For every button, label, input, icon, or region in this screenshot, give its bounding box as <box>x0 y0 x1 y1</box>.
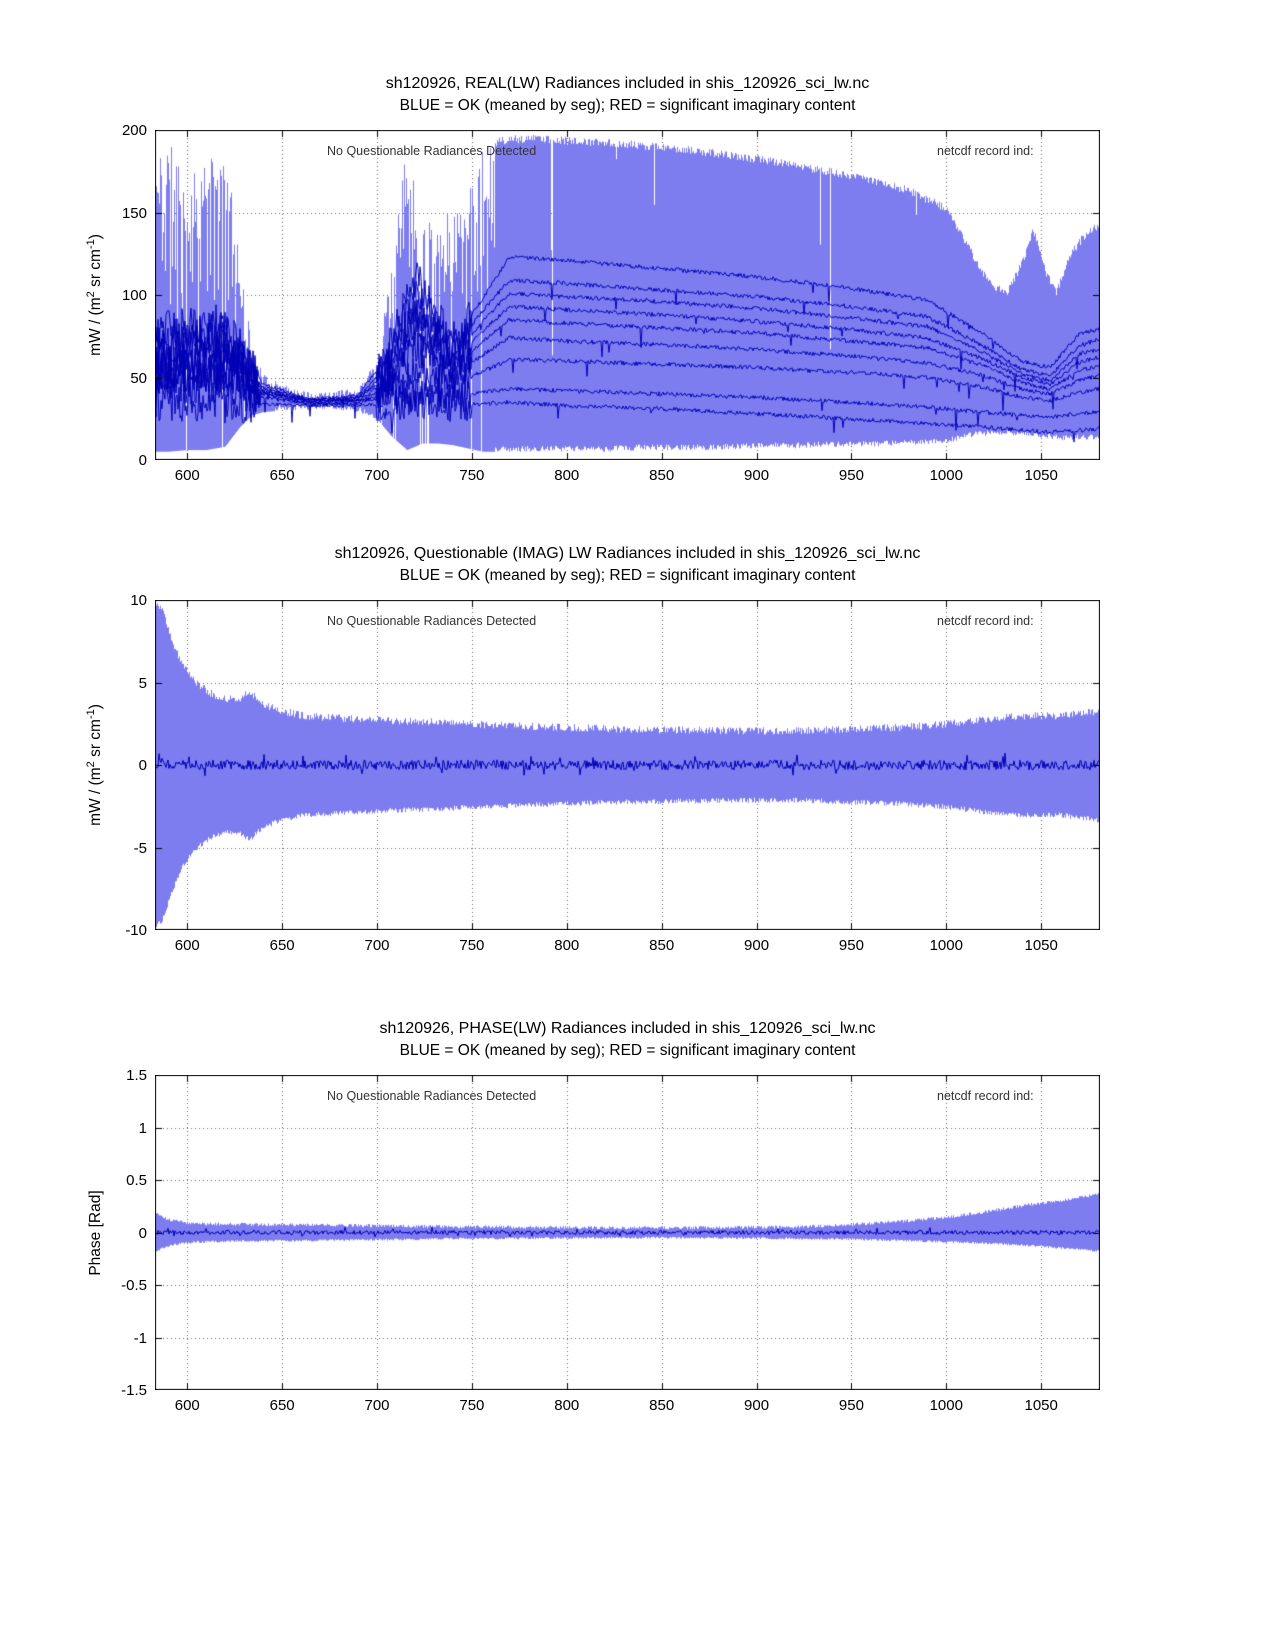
annotation-netcdf-record: netcdf record ind: <box>937 1089 1034 1103</box>
x-tick-label: 950 <box>838 937 864 954</box>
y-tick-label: -0.5 <box>121 1277 147 1294</box>
x-tick-label: 700 <box>364 937 390 954</box>
y-tick-label: 50 <box>130 369 147 387</box>
y-axis-label-text: mW / (m <box>87 297 105 356</box>
y-axis-label-text: sr cm <box>87 719 105 762</box>
chart-subtitle: BLUE = OK (meaned by seg); RED = signifi… <box>399 97 856 114</box>
y-tick-label: 10 <box>130 592 147 609</box>
x-tick-label: 850 <box>649 1397 675 1414</box>
x-tick-label: 700 <box>364 1397 390 1414</box>
y-axis-label-text: sr cm <box>87 249 105 292</box>
x-tick-label: 1000 <box>929 937 963 954</box>
x-tick-label: 800 <box>554 467 580 484</box>
x-tick-label: 650 <box>269 467 295 484</box>
y-tick-label: 150 <box>121 204 147 222</box>
plot-canvas <box>155 130 1100 460</box>
x-tick-label: 800 <box>554 1397 580 1414</box>
x-tick-label: 1000 <box>929 467 963 484</box>
x-tick-label: 600 <box>174 937 200 954</box>
x-tick-label: 900 <box>744 937 770 954</box>
x-tick-label: 750 <box>459 1397 485 1414</box>
x-tick-label: 850 <box>649 937 675 954</box>
y-tick-label: 200 <box>121 122 147 139</box>
chart-title: sh120926, PHASE(LW) Radiances included i… <box>379 1020 876 1037</box>
x-tick-label: 1050 <box>1024 937 1058 954</box>
annotation-no-questionable: No Questionable Radiances Detected <box>327 614 537 628</box>
x-tick-label: 950 <box>838 467 864 484</box>
x-tick-label: 600 <box>174 467 200 484</box>
annotation-netcdf-record: netcdf record ind: <box>937 144 1034 158</box>
x-tick-label: 750 <box>459 467 485 484</box>
x-tick-label: 900 <box>744 467 770 484</box>
y-axis-label-text: mW / (m <box>87 767 105 826</box>
y-axis-label-sup: -1 <box>84 709 97 720</box>
x-tick-label: 1000 <box>929 1397 963 1414</box>
annotation-no-questionable: No Questionable Radiances Detected <box>327 1089 537 1103</box>
x-tick-label: 600 <box>174 1397 200 1414</box>
x-tick-label: 650 <box>269 937 295 954</box>
x-tick-label: 850 <box>649 467 675 484</box>
y-tick-label: 1 <box>138 1119 147 1137</box>
y-tick-label: -1.5 <box>121 1382 147 1399</box>
y-tick-label: 0 <box>138 452 147 469</box>
x-tick-label: 800 <box>554 937 580 954</box>
y-tick-label: 0.5 <box>126 1172 147 1189</box>
plot-canvas <box>155 1075 1100 1390</box>
x-tick-label: 1050 <box>1024 1397 1058 1414</box>
y-axis-label-text: ) <box>87 704 105 710</box>
x-tick-label: 1050 <box>1024 467 1058 484</box>
chart-subtitle: BLUE = OK (meaned by seg); RED = signifi… <box>399 1042 856 1059</box>
y-axis-label-text: ) <box>87 234 105 240</box>
x-tick-label: 900 <box>744 1397 770 1414</box>
chart-title: sh120926, Questionable (IMAG) LW Radianc… <box>334 545 921 562</box>
x-tick-label: 750 <box>459 937 485 954</box>
x-tick-label: 650 <box>269 1397 295 1414</box>
annotation-netcdf-record: netcdf record ind: <box>937 614 1034 628</box>
x-tick-label: 700 <box>364 467 390 484</box>
y-tick-label: -1 <box>133 1329 147 1347</box>
y-tick-label: 1.5 <box>126 1067 147 1084</box>
plot-canvas <box>155 600 1100 930</box>
y-tick-label: 5 <box>138 674 147 692</box>
chart-title: sh120926, REAL(LW) Radiances included in… <box>385 75 870 92</box>
chart-subtitle: BLUE = OK (meaned by seg); RED = signifi… <box>399 567 856 584</box>
y-tick-label: 0 <box>138 1224 147 1242</box>
y-tick-label: 0 <box>138 757 147 774</box>
y-axis-label-sup: -1 <box>84 239 97 250</box>
y-tick-label: -5 <box>133 839 147 857</box>
y-tick-label: 100 <box>121 287 147 304</box>
annotation-no-questionable: No Questionable Radiances Detected <box>327 144 537 158</box>
y-tick-label: -10 <box>125 922 147 939</box>
x-tick-label: 950 <box>838 1397 864 1414</box>
